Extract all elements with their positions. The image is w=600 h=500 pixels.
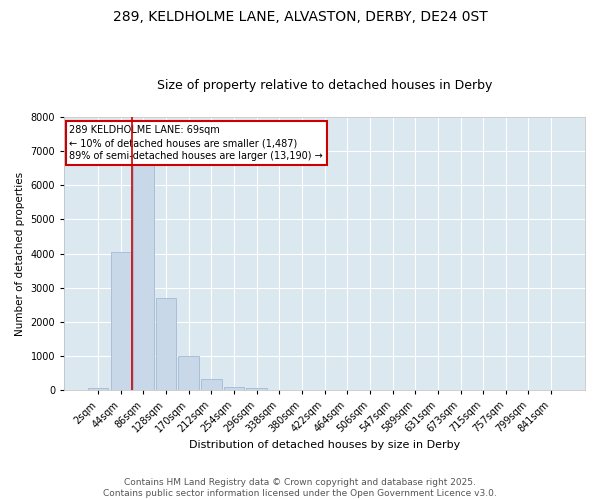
Bar	[247, 388, 267, 390]
Bar	[133, 164, 154, 390]
Bar	[201, 379, 221, 390]
X-axis label: Distribution of detached houses by size in Derby: Distribution of detached houses by size …	[189, 440, 460, 450]
Title: Size of property relative to detached houses in Derby: Size of property relative to detached ho…	[157, 79, 492, 92]
Bar	[110, 252, 131, 390]
Bar	[224, 387, 244, 390]
Text: Contains HM Land Registry data © Crown copyright and database right 2025.
Contai: Contains HM Land Registry data © Crown c…	[103, 478, 497, 498]
Text: 289, KELDHOLME LANE, ALVASTON, DERBY, DE24 0ST: 289, KELDHOLME LANE, ALVASTON, DERBY, DE…	[113, 10, 487, 24]
Y-axis label: Number of detached properties: Number of detached properties	[15, 172, 25, 336]
Bar	[156, 298, 176, 390]
Bar	[88, 388, 108, 390]
Bar	[178, 356, 199, 390]
Text: 289 KELDHOLME LANE: 69sqm
← 10% of detached houses are smaller (1,487)
89% of se: 289 KELDHOLME LANE: 69sqm ← 10% of detac…	[70, 125, 323, 162]
